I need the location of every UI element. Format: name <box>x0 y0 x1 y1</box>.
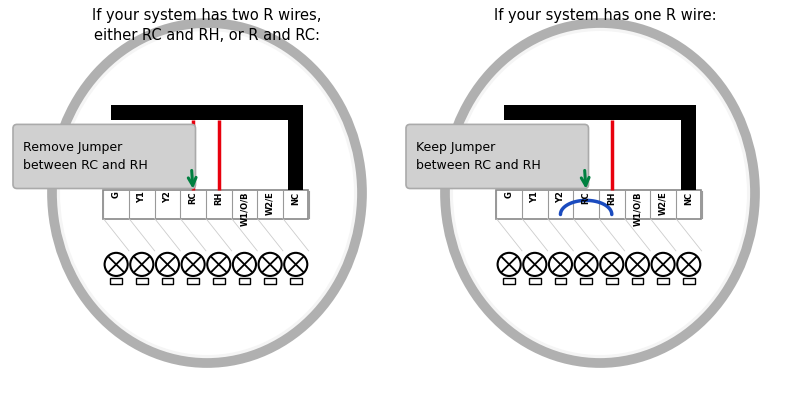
Text: RH: RH <box>214 191 223 205</box>
Bar <box>529 278 541 284</box>
Bar <box>504 278 515 284</box>
Text: W2/E: W2/E <box>659 191 667 215</box>
Circle shape <box>575 253 598 276</box>
Bar <box>187 278 199 284</box>
Circle shape <box>181 253 205 276</box>
Circle shape <box>523 253 546 276</box>
Text: G: G <box>112 191 121 198</box>
Text: Remove Jumper
between RC and RH: Remove Jumper between RC and RH <box>23 141 147 172</box>
Ellipse shape <box>453 31 747 355</box>
Circle shape <box>131 253 153 276</box>
Bar <box>555 278 567 284</box>
Text: W1/O/B: W1/O/B <box>633 191 642 226</box>
Circle shape <box>600 253 623 276</box>
Text: NC: NC <box>291 191 301 205</box>
Circle shape <box>207 253 231 276</box>
Text: RC: RC <box>189 191 197 204</box>
Ellipse shape <box>445 23 755 363</box>
Text: RC: RC <box>582 191 591 204</box>
Bar <box>162 278 173 284</box>
Text: NC: NC <box>684 191 693 205</box>
Text: W1/O/B: W1/O/B <box>240 191 249 226</box>
Bar <box>580 278 592 284</box>
Text: Y1: Y1 <box>137 191 147 204</box>
Text: Y2: Y2 <box>163 191 172 204</box>
Text: W2/E: W2/E <box>266 191 275 215</box>
Text: RH: RH <box>607 191 617 205</box>
Bar <box>103 189 308 218</box>
Ellipse shape <box>52 23 362 363</box>
Bar <box>680 120 696 189</box>
Bar <box>496 189 700 218</box>
Ellipse shape <box>60 31 354 355</box>
Text: Keep Jumper
between RC and RH: Keep Jumper between RC and RH <box>416 141 541 172</box>
Text: If your system has one R wire:: If your system has one R wire: <box>494 8 717 23</box>
Circle shape <box>259 253 281 276</box>
Circle shape <box>677 253 700 276</box>
Bar <box>658 278 669 284</box>
Circle shape <box>105 253 127 276</box>
Text: G: G <box>505 191 513 198</box>
Bar <box>264 278 276 284</box>
Circle shape <box>285 253 307 276</box>
Text: Y2: Y2 <box>556 191 565 204</box>
Bar <box>110 278 122 284</box>
Bar <box>111 105 303 120</box>
Bar <box>504 105 696 120</box>
Circle shape <box>626 253 649 276</box>
Bar <box>288 120 303 189</box>
Circle shape <box>156 253 179 276</box>
Bar <box>632 278 643 284</box>
Bar <box>290 278 301 284</box>
Bar <box>239 278 250 284</box>
Circle shape <box>549 253 572 276</box>
Text: If your system has two R wires,
either RC and RH, or R and RC:: If your system has two R wires, either R… <box>93 8 322 43</box>
Circle shape <box>497 253 521 276</box>
Bar <box>213 278 225 284</box>
Bar <box>683 278 695 284</box>
Circle shape <box>651 253 675 276</box>
FancyBboxPatch shape <box>406 125 588 189</box>
Text: Y1: Y1 <box>530 191 539 204</box>
Bar <box>136 278 147 284</box>
Circle shape <box>233 253 256 276</box>
FancyBboxPatch shape <box>13 125 196 189</box>
Bar <box>606 278 617 284</box>
